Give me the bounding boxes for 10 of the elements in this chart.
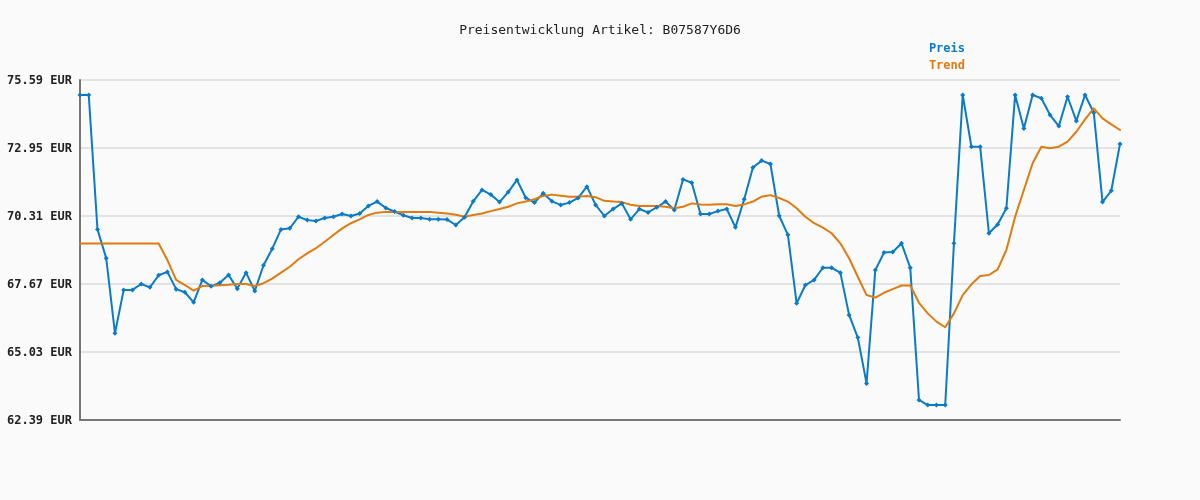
y-tick-label: 72.95 EUR (6, 141, 73, 155)
y-tick-label: 62.39 EUR (6, 413, 73, 427)
line-series (79, 107, 1121, 329)
y-tick-label: 67.67 EUR (6, 277, 73, 291)
chart-title: Preisentwicklung Artikel: B07587Y6D6 (459, 22, 741, 37)
y-tick-label: 70.31 EUR (6, 209, 73, 223)
y-tick-label: 75.59 EUR (6, 73, 73, 87)
text: Preis (928, 41, 965, 55)
y-tick-label: 65.03 EUR (6, 345, 73, 359)
text: Trend (928, 58, 965, 72)
